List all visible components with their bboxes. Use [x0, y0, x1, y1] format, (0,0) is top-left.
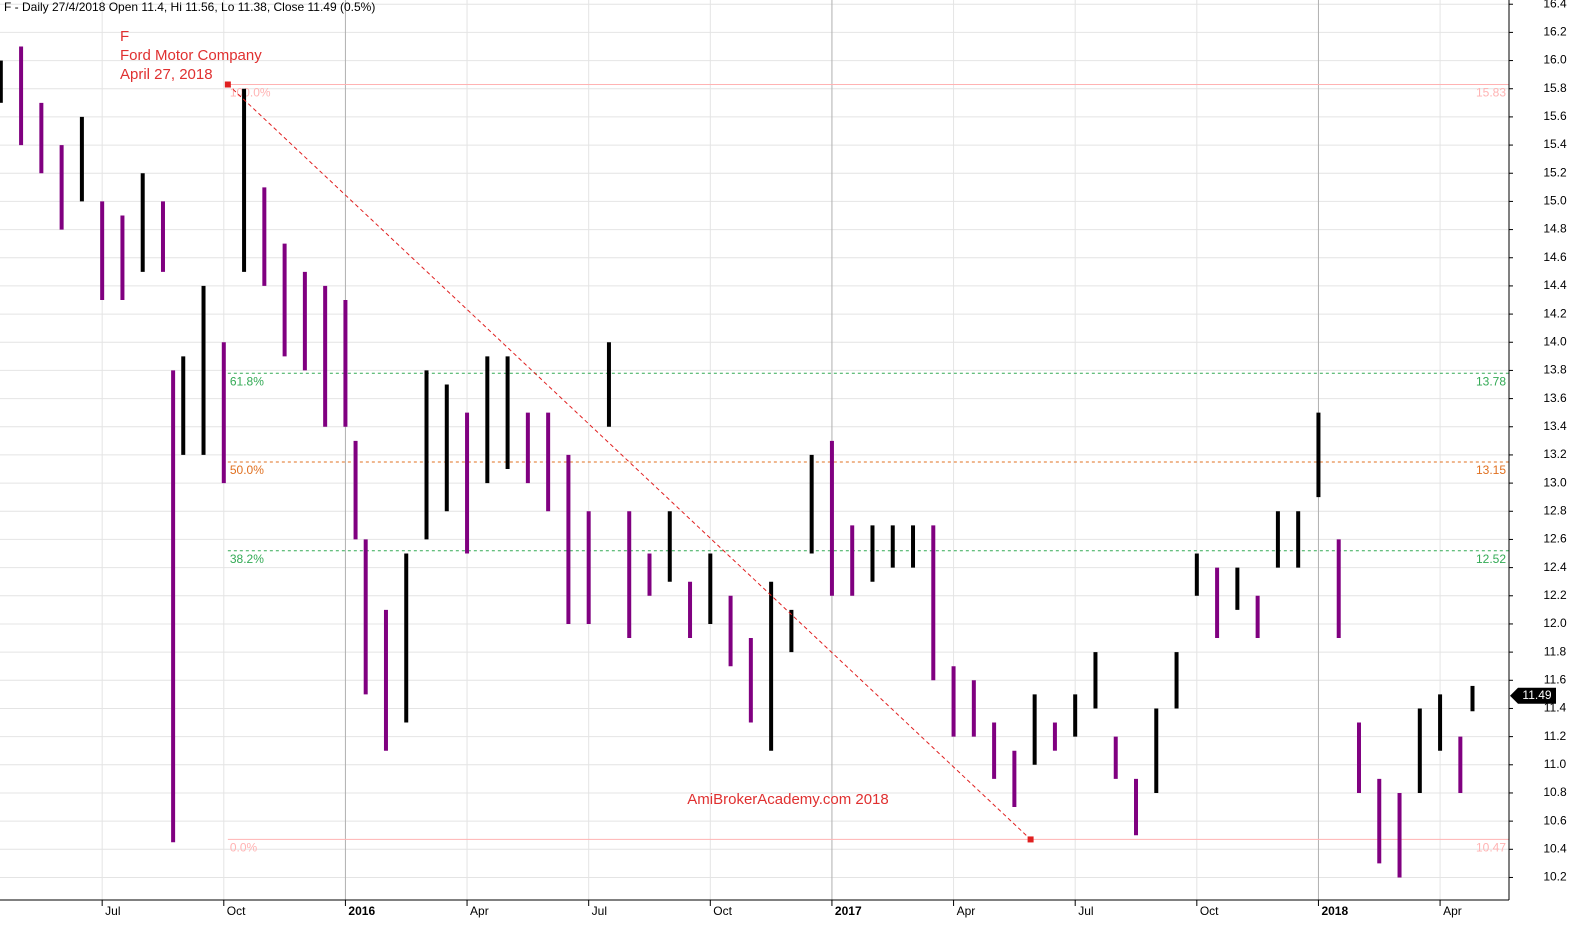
x-tick-label: 2016	[348, 904, 375, 918]
y-tick-label: 13.6	[1543, 391, 1567, 405]
y-tick-label: 15.2	[1543, 165, 1567, 179]
x-tick-label: Apr	[1443, 904, 1462, 918]
last-price-box	[1510, 687, 1556, 704]
x-tick-label: Jul	[105, 904, 120, 918]
x-tick-label: Apr	[957, 904, 976, 918]
y-tick-label: 10.8	[1543, 785, 1567, 799]
y-tick-label: 16.0	[1543, 53, 1567, 67]
fib-label: 61.8%	[230, 374, 264, 388]
x-tick-label: Jul	[592, 904, 607, 918]
x-tick-label: Jul	[1078, 904, 1093, 918]
fib-label: 0.0%	[230, 841, 258, 855]
plot: 100.0% 15.83 61.8% 13.78 50.0% 13.15 38.2% 12.5…	[0, 46, 1509, 878]
y-tick-label: 16.2	[1543, 25, 1567, 39]
y-tick-label: 13.4	[1543, 419, 1567, 433]
y-tick-label: 14.0	[1543, 334, 1567, 348]
y-tick-label: 12.4	[1543, 560, 1567, 574]
y-tick-label: 14.8	[1543, 222, 1567, 236]
y-tick-label: 15.6	[1543, 109, 1567, 123]
annotation: F	[120, 28, 129, 45]
y-tick-label: 15.0	[1543, 194, 1567, 208]
x-tick-label: Oct	[713, 904, 732, 918]
y-tick-label: 12.0	[1543, 616, 1567, 630]
y-tick-label: 14.2	[1543, 306, 1567, 320]
y-tick-label: 11.2	[1544, 729, 1567, 743]
fib-label: 38.2%	[230, 552, 264, 566]
y-tick-label: 11.8	[1544, 644, 1567, 658]
y-tick-label: 16.4	[1543, 0, 1567, 10]
fib-label: 100.0%	[230, 86, 271, 100]
fib-value: 13.15	[1476, 463, 1506, 477]
fib-value: 15.83	[1476, 86, 1506, 100]
y-tick-label: 13.0	[1543, 475, 1567, 489]
x-tick-label: Oct	[227, 904, 246, 918]
y-tick-label: 13.2	[1543, 447, 1567, 461]
y-tick-label: 14.4	[1543, 278, 1567, 292]
y-tick-label: 12.6	[1543, 532, 1567, 546]
y-tick-label: 11.6	[1544, 672, 1567, 686]
annotation: Ford Motor Company	[120, 47, 262, 64]
fib-value: 10.47	[1476, 841, 1506, 855]
trend-anchor	[224, 81, 231, 88]
y-tick-label: 10.6	[1543, 813, 1567, 827]
fib-value: 12.52	[1476, 552, 1506, 566]
y-tick-label: 11.4	[1544, 701, 1567, 715]
fib-value: 13.78	[1476, 374, 1506, 388]
fib-label: 50.0%	[230, 463, 264, 477]
annotation: April 27, 2018	[120, 66, 213, 83]
y-tick-label: 14.6	[1543, 250, 1567, 264]
x-tick-label: Apr	[470, 904, 489, 918]
y-tick-label: 15.4	[1543, 137, 1567, 151]
trend-line	[227, 84, 1031, 840]
y-tick-label: 12.2	[1543, 588, 1567, 602]
x-tick-label: 2018	[1321, 904, 1348, 918]
watermark: AmiBrokerAcademy.com 2018	[687, 791, 888, 808]
x-tick-label: 2017	[835, 904, 862, 918]
y-tick-label: 15.8	[1543, 81, 1567, 95]
y-tick-label: 11.0	[1544, 757, 1567, 771]
y-tick-label: 10.2	[1543, 870, 1567, 884]
trend-anchor	[1027, 836, 1034, 843]
header: F - Daily 27/4/2018 Open 11.4, Hi 11.56,…	[4, 0, 375, 14]
last-price-label: 11.49	[1522, 688, 1551, 702]
x-tick-label: Oct	[1200, 904, 1219, 918]
y-tick-label: 12.8	[1543, 503, 1567, 517]
y-tick-label: 10.4	[1543, 841, 1567, 855]
y-tick-label: 13.8	[1543, 363, 1567, 377]
